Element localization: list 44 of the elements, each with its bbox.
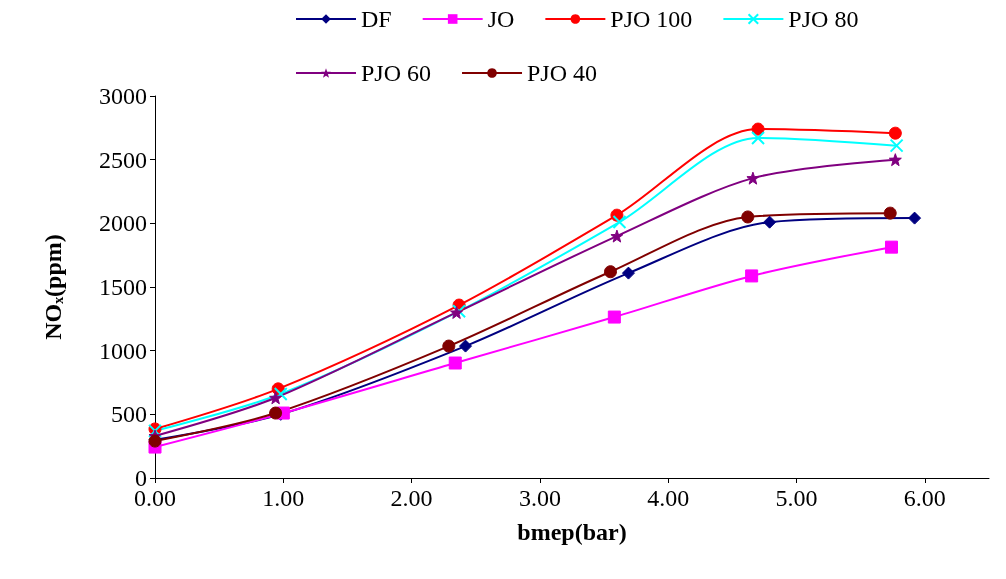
point	[751, 131, 766, 146]
point	[273, 386, 288, 401]
x-tick-label: 3.00	[518, 485, 561, 511]
point	[621, 266, 635, 280]
legend-label: PJO 60	[361, 60, 432, 86]
point	[610, 229, 624, 243]
legend-label: JO	[487, 6, 515, 32]
y-tick-label: 3000	[99, 83, 147, 109]
point	[269, 406, 283, 420]
x-axis-title: bmep(bar)	[517, 519, 627, 545]
legend-label: PJO 80	[788, 6, 859, 32]
y-tick-label: 1500	[99, 274, 147, 300]
point	[745, 269, 759, 283]
point	[746, 171, 760, 185]
point	[889, 138, 904, 153]
point	[741, 210, 755, 224]
point	[269, 391, 283, 405]
x-tick-label: 2.00	[390, 485, 433, 511]
legend-label: PJO 100	[610, 6, 693, 32]
legend-label: PJO 40	[527, 60, 598, 86]
point	[763, 215, 777, 229]
point	[612, 215, 627, 230]
point	[888, 153, 902, 167]
y-tick-label: 2000	[99, 210, 147, 237]
point	[442, 339, 456, 353]
point	[888, 126, 902, 140]
x-tick-label: 1.00	[262, 485, 305, 511]
y-tick-label: 500	[111, 401, 147, 428]
point	[607, 310, 621, 324]
x-tick-label: 5.00	[775, 485, 818, 511]
x-tick-label: 6.00	[903, 485, 946, 511]
point	[610, 208, 624, 222]
point	[751, 122, 765, 136]
point	[883, 206, 897, 220]
point	[908, 211, 922, 225]
point	[448, 356, 462, 370]
point	[459, 339, 472, 353]
y-tick-label: 1000	[99, 337, 147, 364]
legend-label: DF	[361, 6, 392, 32]
y-tick-label: 2500	[99, 146, 147, 173]
point	[604, 265, 617, 279]
y-axis-title: NOₓ(ppm)	[40, 234, 66, 340]
point	[884, 240, 898, 254]
x-tick-label: 4.00	[647, 485, 690, 511]
